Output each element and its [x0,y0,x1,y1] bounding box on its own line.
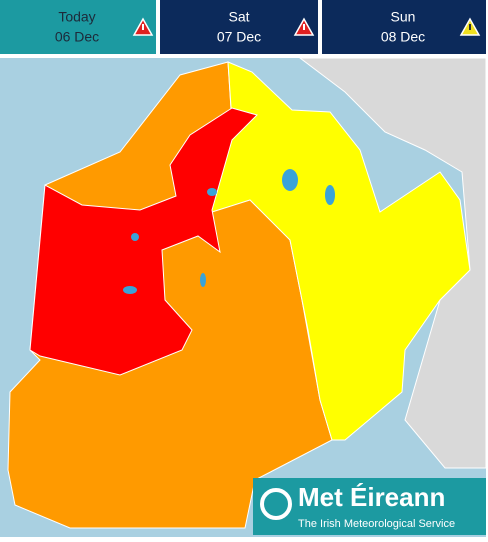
logo-tagline: The Irish Meteorological Service [298,518,455,530]
tab-date: 06 Dec [55,29,99,45]
lakes [123,169,335,294]
lake [123,286,137,294]
tab-day: Today [58,9,95,25]
logo-mark [260,488,292,520]
lake [207,188,217,196]
yellow-warning-area [199,61,471,441]
tab-background [160,0,318,54]
logo-background [253,478,486,535]
lake [282,169,298,191]
tab-background [322,0,486,54]
logo-name: Met Éireann [298,482,445,512]
tab[interactable]: Today 06 Dec [0,0,156,54]
red-warning-area [29,107,258,376]
tab[interactable]: Sat 07 Dec [160,0,318,54]
lake [200,273,206,287]
lake [325,185,335,205]
tab-background [0,0,156,54]
tab[interactable]: Sun 08 Dec [322,0,486,54]
tab-date: 08 Dec [381,29,425,45]
tab-date: 07 Dec [217,29,261,45]
lake [131,233,139,241]
tab-day: Sat [228,9,249,25]
tab-day: Sun [391,9,416,25]
